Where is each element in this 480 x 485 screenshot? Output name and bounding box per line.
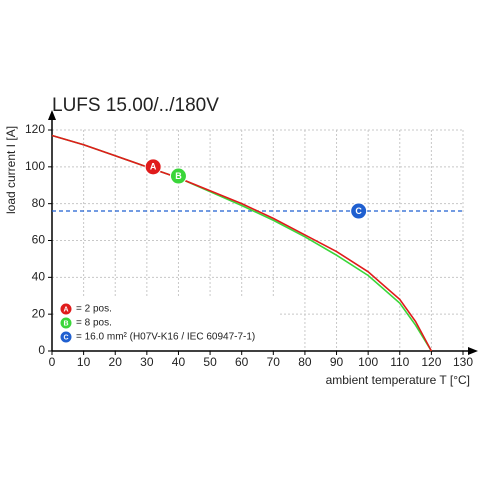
legend-box [54, 298, 280, 348]
curve-marker-label: A [150, 162, 157, 172]
x-tick-label: 20 [109, 355, 123, 369]
y-tick-label: 40 [32, 270, 46, 284]
x-tick-label: 130 [453, 355, 473, 369]
reference-marker-label: C [355, 206, 362, 216]
x-tick-label: 120 [421, 355, 441, 369]
chart-title: LUFS 15.00/../180V [52, 95, 219, 116]
legend-marker [59, 316, 73, 330]
legend-marker-label: B [63, 320, 68, 327]
x-tick-label: 30 [140, 355, 154, 369]
x-tick-label: 0 [49, 355, 56, 369]
x-tick-label: 70 [267, 355, 281, 369]
reference-marker [350, 202, 368, 220]
x-tick-label: 100 [358, 355, 378, 369]
x-tick-label: 110 [390, 355, 409, 369]
y-tick-label: 20 [32, 306, 46, 320]
legend-marker [59, 330, 73, 344]
legend-marker [59, 302, 73, 316]
x-tick-label: 50 [203, 355, 217, 369]
legend-entry: = 8 pos. [76, 318, 112, 329]
legend-entry: = 2 pos. [76, 304, 112, 315]
line [51, 134, 433, 352]
curve-marker-label: B [175, 171, 182, 181]
legend-marker-label: C [63, 334, 68, 341]
legend-marker-label: A [63, 306, 68, 313]
x-tick-label: 60 [235, 355, 249, 369]
y-tick-label: 0 [38, 343, 45, 357]
y-axis-label: load current I [A] [4, 126, 18, 214]
y-tick-label: 80 [32, 196, 46, 210]
x-tick-label: 40 [172, 355, 186, 369]
legend-entry: = 16.0 mm² (H07V-K16 / IEC 60947-7-1) [76, 332, 255, 343]
y-tick-label: 100 [25, 159, 45, 173]
y-arrow [48, 110, 56, 120]
x-tick-label: 80 [298, 355, 312, 369]
x-arrow [468, 347, 478, 355]
y-tick-label: 120 [25, 122, 45, 136]
curve-marker [144, 158, 162, 176]
x-tick-label: 90 [330, 355, 344, 369]
y-tick-label: 60 [32, 233, 46, 247]
curve-marker [169, 167, 187, 185]
x-tick-label: 10 [77, 355, 91, 369]
x-axis-label: ambient temperature T [°C] [326, 373, 470, 387]
